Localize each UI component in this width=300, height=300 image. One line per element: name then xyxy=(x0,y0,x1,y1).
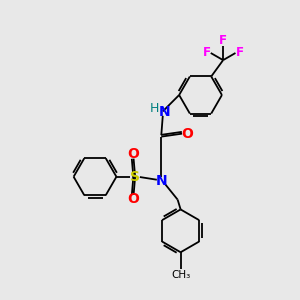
Text: N: N xyxy=(155,174,167,188)
Text: O: O xyxy=(181,127,193,141)
Text: S: S xyxy=(130,170,140,184)
Text: F: F xyxy=(236,46,244,59)
Text: CH₃: CH₃ xyxy=(171,269,190,280)
Text: H: H xyxy=(150,102,159,115)
Text: F: F xyxy=(203,46,211,59)
Text: N: N xyxy=(158,105,170,119)
Text: O: O xyxy=(128,147,140,161)
Text: F: F xyxy=(219,34,227,47)
Text: O: O xyxy=(128,192,140,206)
